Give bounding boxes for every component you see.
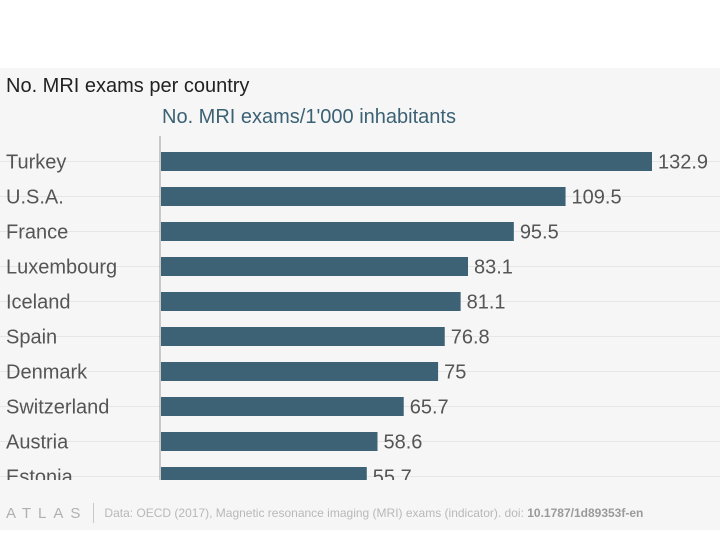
bar-chart: Turkey 132.9 U.S.A. 109.5 France 95.5 Luxembou…: [0, 136, 720, 481]
atlas-logo: ATLAS: [6, 504, 88, 522]
bar: [161, 397, 404, 416]
bar: [161, 362, 439, 381]
category-label: Austria: [6, 432, 69, 454]
value-label: 65.7: [410, 397, 449, 419]
category-label: Iceland: [6, 292, 71, 314]
category-label: Switzerland: [6, 397, 109, 419]
value-label: 83.1: [474, 257, 513, 279]
bar: [161, 327, 445, 346]
value-label: 132.9: [658, 152, 708, 174]
value-label: 58.6: [383, 432, 422, 454]
bar: [161, 292, 461, 311]
category-label: Spain: [6, 327, 57, 349]
value-label: 76.8: [451, 327, 490, 349]
bar: [161, 257, 469, 276]
value-label: 75: [444, 362, 466, 384]
source-doi[interactable]: 10.1787/1d89353f-en: [527, 506, 644, 520]
footer-divider: [93, 503, 95, 523]
value-label: 109.5: [572, 187, 622, 209]
value-label: 95.5: [520, 222, 559, 244]
category-label: Estonia: [6, 467, 74, 481]
category-label: U.S.A.: [6, 187, 64, 209]
category-label: France: [6, 222, 68, 244]
bar: [161, 187, 566, 206]
chart-title: No. MRI exams per country: [6, 75, 250, 97]
source-text: Data: OECD (2017), Magnetic resonance im…: [104, 506, 528, 520]
bar: [161, 432, 378, 451]
series-label: No. MRI exams/1'000 inhabitants: [162, 106, 456, 128]
data-source: Data: OECD (2017), Magnetic resonance im…: [104, 506, 643, 520]
value-label: 55.7: [373, 467, 412, 481]
value-label: 81.1: [467, 292, 506, 314]
footer: ATLAS Data: OECD (2017), Magnetic resona…: [6, 500, 720, 526]
category-label: Turkey: [6, 152, 66, 174]
category-label: Denmark: [6, 362, 88, 384]
bar: [161, 222, 514, 241]
bar: [161, 152, 652, 171]
bar: [161, 467, 367, 480]
category-label: Luxembourg: [6, 257, 117, 279]
